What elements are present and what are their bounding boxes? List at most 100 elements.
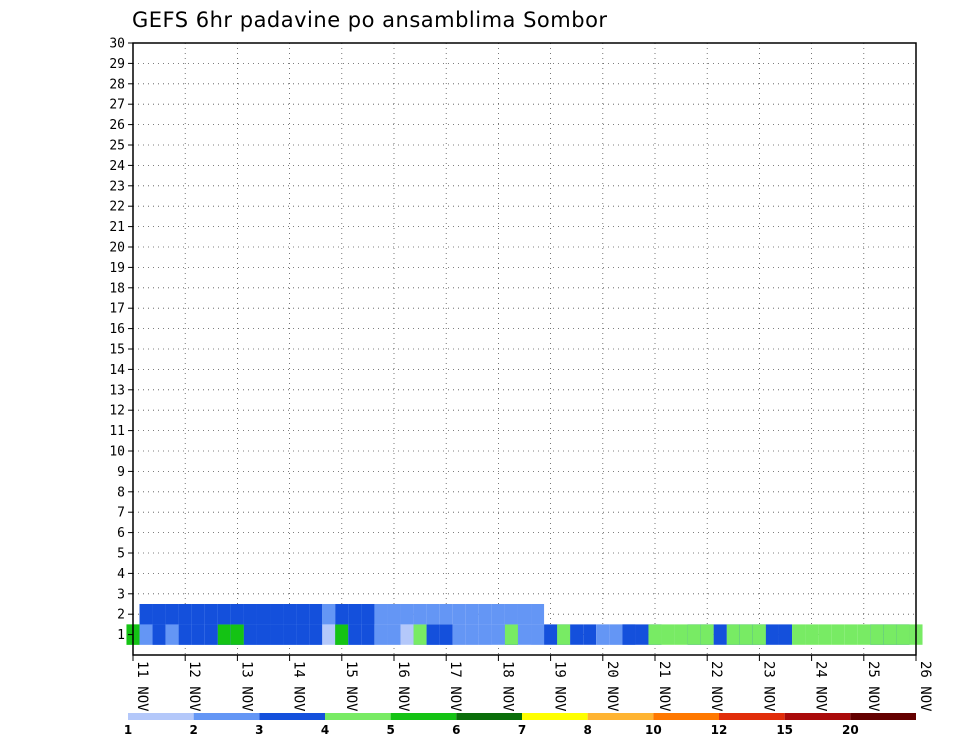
y-tick-label: 30 [109, 37, 125, 52]
heatmap-cell [465, 624, 479, 645]
colorbar-label: 15 [776, 723, 793, 737]
y-tick-label: 11 [109, 424, 125, 439]
heatmap-cell [661, 624, 675, 645]
heatmap-cell [243, 604, 257, 625]
y-tick-label: 6 [117, 526, 125, 541]
heatmap-cell [296, 624, 310, 645]
heatmap-cell [230, 624, 244, 645]
x-tick-label: 22 NOV [708, 661, 724, 712]
colorbar-label: 7 [518, 723, 526, 737]
heatmap-cell [517, 624, 532, 645]
x-tick-label: 23 NOV [760, 661, 776, 712]
y-tick-label: 17 [109, 302, 125, 317]
x-tick-label: 25 NOV [865, 661, 881, 712]
heatmap-cell [296, 604, 310, 625]
heatmap-cell [557, 624, 571, 645]
heatmap-cell [439, 604, 453, 625]
heatmap-cell [217, 624, 231, 645]
y-tick-label: 4 [117, 567, 125, 582]
heatmap-cell [270, 604, 284, 625]
y-tick-label: 20 [109, 241, 125, 256]
colorbar-segment [456, 713, 522, 720]
colorbar-legend: 1 2 3 4 5 6 7 8 10 12 15 20 [124, 713, 916, 737]
x-tick-label: 19 NOV [552, 661, 568, 712]
heatmap-cell [713, 624, 727, 645]
y-tick-label: 1 [117, 628, 125, 643]
heatmap-cell [374, 604, 388, 625]
heatmap-cell [857, 624, 871, 645]
y-tick-label: 8 [117, 485, 125, 500]
heatmap-cell [283, 604, 297, 625]
heatmap-cell [517, 604, 532, 625]
y-tick-label: 18 [109, 281, 125, 296]
y-tick-label: 9 [117, 465, 125, 480]
heatmap-cell [831, 624, 845, 645]
heatmap-cell [622, 624, 636, 645]
heatmap-cell [726, 624, 740, 645]
colorbar-label: 3 [255, 723, 263, 737]
heatmap-cell [178, 624, 192, 645]
heatmap-cell [883, 624, 897, 645]
colorbar-segment [719, 713, 785, 720]
heatmap-cell [491, 604, 505, 625]
heatmap-cell [478, 604, 492, 625]
y-tick-label: 5 [117, 547, 125, 562]
heatmap-cell [152, 624, 166, 645]
colorbar-segment [390, 713, 457, 720]
heatmap-cell [283, 624, 297, 645]
heatmap-cell [896, 624, 910, 645]
colorbar-label: 8 [583, 723, 591, 737]
heatmap-cell [531, 604, 545, 625]
heatmap-cell [139, 604, 153, 625]
x-tick-label: 14 NOV [291, 661, 307, 712]
heatmap-cells [126, 604, 923, 645]
colorbar-label: 20 [842, 723, 859, 737]
heatmap-cell [792, 624, 806, 645]
heatmap-cell [805, 624, 819, 645]
y-tick-label: 14 [109, 363, 125, 378]
heatmap-cell [426, 604, 440, 625]
colorbar-segment [587, 713, 654, 720]
y-tick-label: 28 [109, 77, 125, 92]
heatmap-cell [400, 624, 414, 645]
y-axis-ticks: 1234567891011121314151617181920212223242… [109, 37, 133, 643]
heatmap-cell [765, 624, 779, 645]
heatmap-cell [256, 624, 271, 645]
heatmap-cell [361, 624, 375, 645]
heatmap-cell [400, 604, 414, 625]
heatmap-cell [374, 624, 388, 645]
colorbar-segment [653, 713, 719, 720]
y-tick-label: 13 [109, 383, 125, 398]
y-tick-label: 29 [109, 57, 125, 72]
heatmap-cell [361, 604, 375, 625]
heatmap-cell [596, 624, 610, 645]
heatmap-cell [165, 604, 179, 625]
y-tick-label: 2 [117, 608, 125, 623]
heatmap-cell [674, 624, 688, 645]
y-tick-label: 23 [109, 179, 125, 194]
heatmap-cell [139, 624, 153, 645]
heatmap-cell [635, 624, 649, 645]
grid-layer [133, 42, 917, 655]
heatmap-cell [531, 624, 545, 645]
heatmap-cell [191, 604, 205, 625]
heatmap-cell [452, 604, 466, 625]
chart-title: GEFS 6hr padavine po ansamblima Sombor [132, 8, 608, 32]
heatmap-cell [478, 624, 492, 645]
heatmap-cell [309, 624, 323, 645]
heatmap-cell [335, 604, 349, 625]
x-tick-label: 26 NOV [917, 661, 933, 712]
x-tick-label: 13 NOV [238, 661, 254, 712]
colorbar-segment [325, 713, 391, 720]
heatmap-cell [387, 604, 401, 625]
colorbar-label: 1 [124, 723, 132, 737]
heatmap-cell [322, 604, 336, 625]
colorbar-label: 12 [711, 723, 728, 737]
x-tick-label: 16 NOV [395, 661, 411, 712]
colorbar-segment [193, 713, 260, 720]
x-tick-label: 17 NOV [447, 661, 463, 712]
heatmap-cell [309, 604, 323, 625]
heatmap-cell [413, 604, 427, 625]
heatmap-cell [452, 624, 466, 645]
colorbar-segment [259, 713, 325, 720]
